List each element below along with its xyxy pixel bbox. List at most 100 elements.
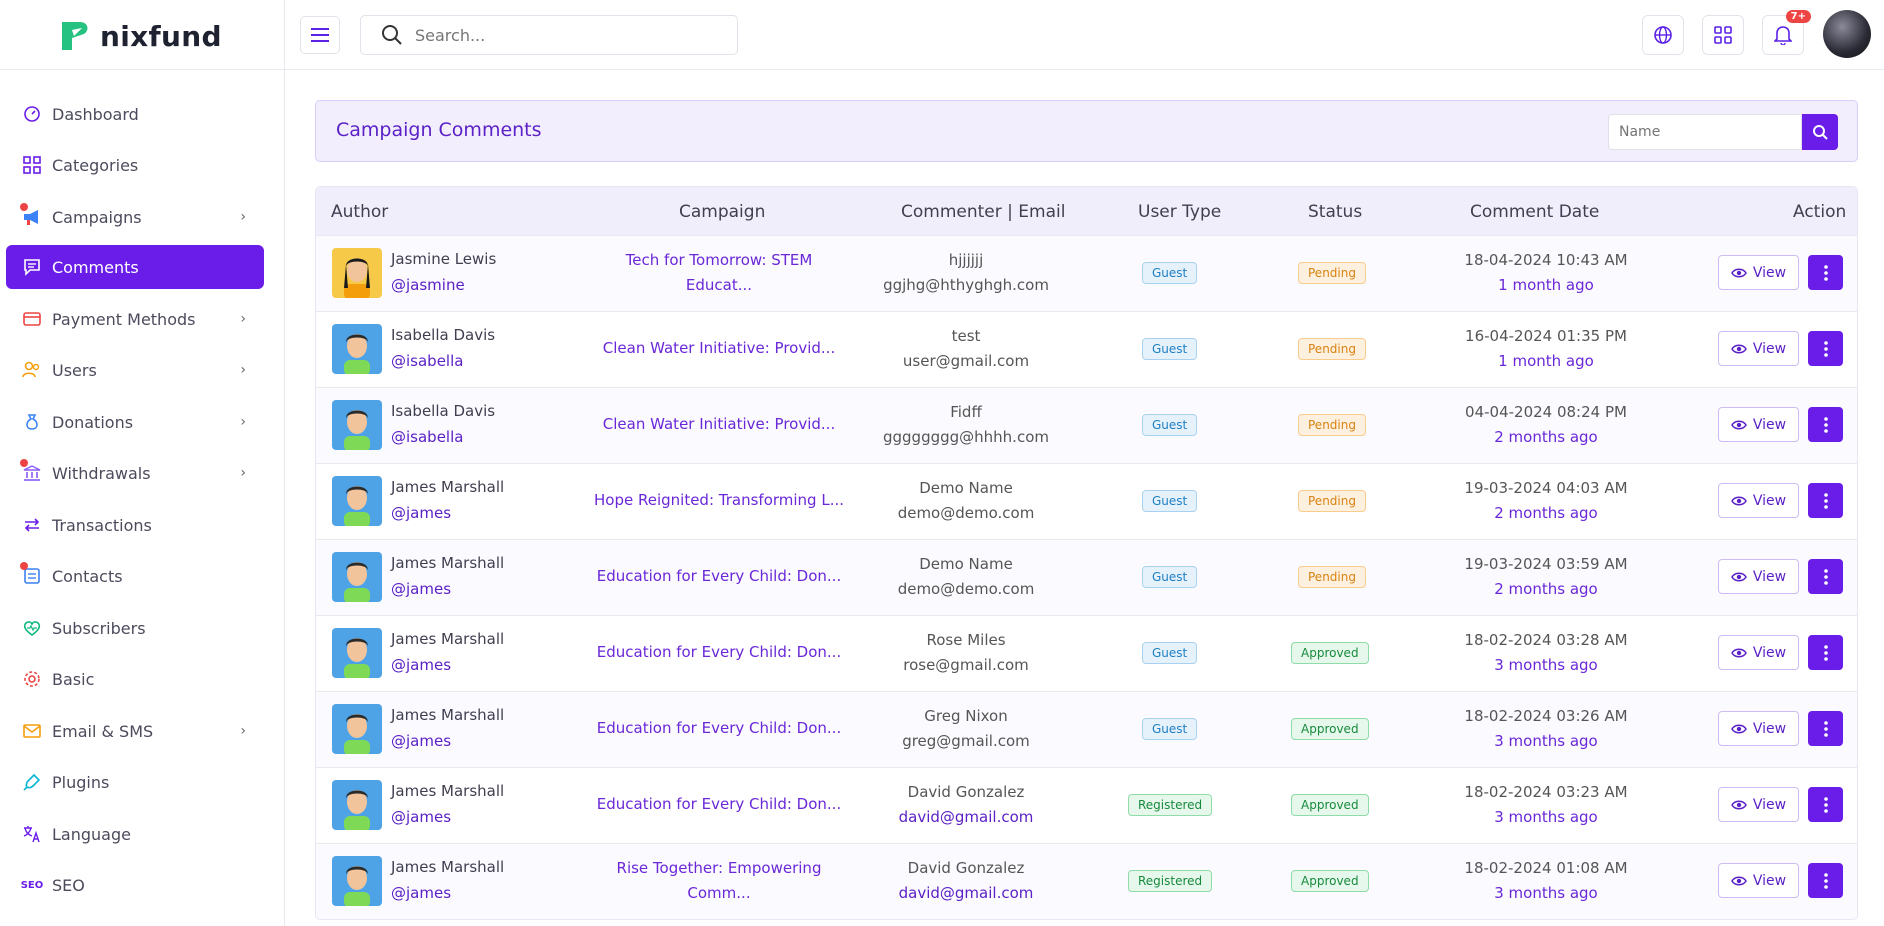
campaign-link[interactable]: Education for Every Child: Don...: [596, 567, 842, 585]
view-button-label: View: [1752, 720, 1787, 737]
author-avatar: [332, 628, 382, 678]
commenter-info: David Gonzalez david@gmail.com: [856, 780, 1076, 830]
view-button[interactable]: View: [1718, 787, 1799, 822]
relative-time: 1 month ago: [1498, 276, 1594, 294]
view-button[interactable]: View: [1718, 255, 1799, 290]
campaign-link[interactable]: Education for Every Child: Don...: [596, 719, 842, 737]
arrows-icon: [24, 518, 40, 532]
sidebar-item-label: Comments: [52, 257, 139, 277]
author-handle[interactable]: @isabella: [391, 352, 464, 370]
sidebar-item-users[interactable]: Users ›: [6, 348, 264, 392]
status-badge: Pending: [1298, 566, 1366, 588]
translate-icon: [23, 826, 40, 843]
sidebar-item-payment-methods[interactable]: Payment Methods ›: [6, 297, 264, 341]
view-button[interactable]: View: [1718, 559, 1799, 594]
apps-button[interactable]: [1702, 15, 1744, 55]
campaign-link[interactable]: Clean Water Initiative: Provid...: [602, 339, 836, 357]
logo[interactable]: nixfund: [58, 16, 278, 56]
table-row: James Marshall @james Rise Together: Emp…: [316, 843, 1857, 919]
sidebar-item-withdrawals[interactable]: Withdrawals ›: [6, 451, 264, 495]
author-handle[interactable]: @jasmine: [391, 276, 465, 294]
commenter-email: rose@gmail.com: [903, 656, 1029, 674]
commenter-name: Rose Miles: [926, 631, 1006, 649]
sidebar-item-categories[interactable]: Categories: [6, 143, 264, 187]
sidebar-item-dashboard[interactable]: Dashboard: [6, 92, 264, 136]
sidebar-item-email-sms[interactable]: Email & SMS ›: [6, 709, 264, 753]
language-button[interactable]: [1642, 15, 1684, 55]
commenter-info: hjjjjjj ggjhg@hthyghgh.com: [856, 248, 1076, 298]
comment-date: 16-04-2024 01:35 PM 1 month ago: [1436, 324, 1656, 374]
more-actions-button[interactable]: [1808, 711, 1843, 746]
sidebar-item-campaigns[interactable]: Campaigns ›: [6, 195, 264, 239]
name-filter-input[interactable]: [1608, 114, 1802, 150]
author-handle[interactable]: @james: [391, 580, 452, 598]
comments-table: Author Campaign Commenter | Email User T…: [315, 186, 1858, 920]
more-actions-button[interactable]: [1808, 483, 1843, 518]
author-handle[interactable]: @james: [391, 656, 452, 674]
sidebar-item-label: Plugins: [52, 772, 110, 792]
author-handle[interactable]: @isabella: [391, 428, 464, 446]
campaign-link[interactable]: Rise Together: Empowering Comm...: [616, 859, 822, 902]
view-button-label: View: [1752, 492, 1787, 509]
campaign-link[interactable]: Education for Every Child: Don...: [596, 643, 842, 661]
sidebar-item-transactions[interactable]: Transactions: [6, 503, 264, 547]
table-row: Isabella Davis @isabella Clean Water Ini…: [316, 311, 1857, 387]
sidebar-item-plugins[interactable]: Plugins: [6, 760, 264, 804]
commenter-name: David Gonzalez: [907, 859, 1025, 877]
table-header: Author Campaign Commenter | Email User T…: [316, 187, 1857, 235]
campaign-link[interactable]: Education for Every Child: Don...: [596, 795, 842, 813]
view-button[interactable]: View: [1718, 407, 1799, 442]
author-handle[interactable]: @james: [391, 504, 452, 522]
view-button[interactable]: View: [1718, 711, 1799, 746]
more-actions-button[interactable]: [1808, 863, 1843, 898]
page-title: Campaign Comments: [336, 119, 542, 141]
sidebar-item-language[interactable]: Language: [6, 812, 264, 856]
more-actions-button[interactable]: [1808, 635, 1843, 670]
commenter-email: user@gmail.com: [902, 352, 1030, 370]
user-type-badge: Guest: [1142, 338, 1198, 360]
more-vertical-icon: [1823, 340, 1828, 357]
plug-icon: [23, 773, 41, 791]
more-actions-button[interactable]: [1808, 407, 1843, 442]
more-actions-button[interactable]: [1808, 787, 1843, 822]
top-bar: nixfund 7+: [0, 0, 1884, 70]
author-handle[interactable]: @james: [391, 732, 452, 750]
filter-search-button[interactable]: [1802, 114, 1838, 150]
view-button[interactable]: View: [1718, 331, 1799, 366]
megaphone-icon: [24, 210, 38, 225]
search-input[interactable]: [415, 25, 715, 45]
more-vertical-icon: [1823, 872, 1828, 889]
author-name: James Marshall: [391, 630, 505, 648]
sidebar-item-seo[interactable]: SEO SEO: [6, 863, 264, 907]
sidebar-item-comments[interactable]: Comments: [6, 245, 264, 289]
sidebar-item-basic[interactable]: Basic: [6, 657, 264, 701]
sidebar-item-contacts[interactable]: Contacts: [6, 554, 264, 598]
campaign-link[interactable]: Clean Water Initiative: Provid...: [602, 415, 836, 433]
view-button[interactable]: View: [1718, 863, 1799, 898]
notifications-button[interactable]: 7+: [1762, 10, 1811, 55]
sidebar-item-donations[interactable]: Donations ›: [6, 400, 264, 444]
view-button[interactable]: View: [1718, 635, 1799, 670]
campaign-link[interactable]: Hope Reignited: Transforming L...: [594, 491, 845, 509]
sidebar-item-label: Basic: [52, 669, 95, 689]
search-icon: [382, 25, 402, 45]
more-actions-button[interactable]: [1808, 559, 1843, 594]
commenter-email[interactable]: david@gmail.com: [898, 884, 1034, 902]
more-actions-button[interactable]: [1808, 255, 1843, 290]
chevron-right-icon: ›: [240, 414, 246, 430]
sidebar-item-label: Users: [52, 360, 97, 380]
menu-toggle-button[interactable]: [300, 16, 340, 54]
user-avatar[interactable]: [1823, 10, 1871, 58]
sidebar-item-subscribers[interactable]: Subscribers: [6, 606, 264, 650]
eye-icon: [1730, 344, 1747, 353]
more-actions-button[interactable]: [1808, 331, 1843, 366]
author-avatar: [332, 780, 382, 830]
author-handle[interactable]: @james: [391, 884, 452, 902]
commenter-email[interactable]: david@gmail.com: [898, 808, 1034, 826]
author-handle[interactable]: @james: [391, 808, 452, 826]
sidebar-divider: [284, 0, 285, 926]
sidebar-item-label: Subscribers: [52, 618, 146, 638]
campaign-link[interactable]: Tech for Tomorrow: STEM Educat...: [625, 251, 813, 294]
sidebar-item-label: Payment Methods: [52, 309, 196, 329]
view-button[interactable]: View: [1718, 483, 1799, 518]
